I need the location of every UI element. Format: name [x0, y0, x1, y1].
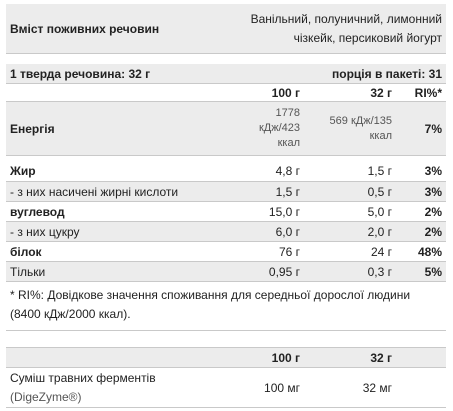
serving-row: 1 тверда речовина: 32 г порція в пакеті:… [6, 64, 446, 84]
nutrient-per32: 1,5 г [367, 163, 392, 178]
column-header-row: 100 г 32 г RI%* [6, 84, 446, 102]
nutrient-ri: 5% [424, 264, 442, 279]
nutrient-per100: 4,8 г [275, 163, 300, 178]
enzymes-label: Суміш травних ферментів (DigeZyme®) [10, 368, 240, 407]
enzymes-col-per100: 100 г [271, 350, 300, 365]
nutrient-name: Енергія [10, 121, 55, 136]
enzymes-per32: 32 мг [362, 380, 392, 395]
nutrient-per32: 2,0 г [367, 224, 392, 239]
serving-size: 1 тверда речовина: 32 г [10, 66, 151, 81]
table-title: Вміст поживних речовин [10, 21, 160, 36]
nutrient-per32: 569 кДж/135 ккал [329, 114, 392, 142]
nutrient-ri: 3% [424, 184, 442, 199]
nutrient-per100: 76 г [278, 244, 300, 259]
nutrient-per32: 24 г [370, 244, 392, 259]
nutrient-per32: 0,3 г [367, 264, 392, 279]
enzymes-name: Суміш травних ферментів [10, 370, 156, 385]
nutrient-name: вуглевод [10, 204, 65, 219]
flavors-list: Ванільний, полуничний, лимонний чізкейк,… [250, 11, 442, 45]
nutrient-per100: 15,0 г [268, 204, 300, 219]
nutrient-row-sugar: - з них цукру 6,0 г 2,0 г 2% [6, 222, 446, 242]
nutrient-per100: 1778 кДж/423 ккал [258, 107, 300, 149]
nutrient-row-energy: Енергія 1778 кДж/423 ккал 569 кДж/135 кк… [6, 102, 446, 156]
nutrient-per100: 1,5 г [275, 184, 300, 199]
table-header: Вміст поживних речовин Ванільний, полуни… [6, 4, 446, 54]
nutrient-per32: 0,5 г [367, 184, 392, 199]
footnote-text: * RI%: Довідкове значення споживання для… [10, 288, 411, 321]
nutrient-name: - з них цукру [10, 224, 80, 239]
servings-per-pack: порція в пакеті: 31 [332, 66, 442, 81]
nutrient-row-salt: Тільки 0,95 г 0,3 г 5% [6, 262, 446, 282]
spacer [6, 331, 446, 348]
nutrient-ri: 3% [424, 163, 442, 178]
nutrient-row-protein: білок 76 г 24 г 48% [6, 242, 446, 262]
enzymes-header-row: 100 г 32 г [6, 348, 446, 368]
nutrient-row-fat: Жир 4,8 г 1,5 г 3% [6, 160, 446, 182]
nutrient-name: білок [10, 244, 42, 259]
nutrition-table: Вміст поживних речовин Ванільний, полуни… [6, 4, 446, 408]
nutrient-ri: 2% [424, 204, 442, 219]
nutrient-name: Тільки [10, 264, 46, 279]
enzymes-per100: 100 мг [264, 380, 300, 395]
enzymes-row: Суміш травних ферментів (DigeZyme®) 100 … [6, 368, 446, 408]
nutrient-name: Жир [10, 163, 36, 178]
footnote: * RI%: Довідкове значення споживання для… [6, 282, 446, 331]
nutrient-row-carbs: вуглевод 15,0 г 5,0 г 2% [6, 202, 446, 222]
nutrient-ri: 7% [424, 121, 442, 136]
nutrient-per100: 0,95 г [268, 264, 300, 279]
nutrient-ri: 2% [424, 224, 442, 239]
nutrient-name: - з них насичені жирні кислоти [10, 184, 179, 199]
col-ri: RI%* [414, 85, 442, 100]
nutrient-per100: 6,0 г [275, 224, 300, 239]
col-per100: 100 г [271, 85, 300, 100]
nutrient-per32: 5,0 г [367, 204, 392, 219]
spacer [6, 54, 446, 64]
nutrient-row-saturated: - з них насичені жирні кислоти 1,5 г 0,5… [6, 182, 446, 202]
col-per32: 32 г [370, 85, 392, 100]
nutrient-ri: 48% [417, 244, 442, 259]
enzymes-brand: (DigeZyme®) [10, 389, 82, 404]
enzymes-col-per32: 32 г [370, 350, 392, 365]
